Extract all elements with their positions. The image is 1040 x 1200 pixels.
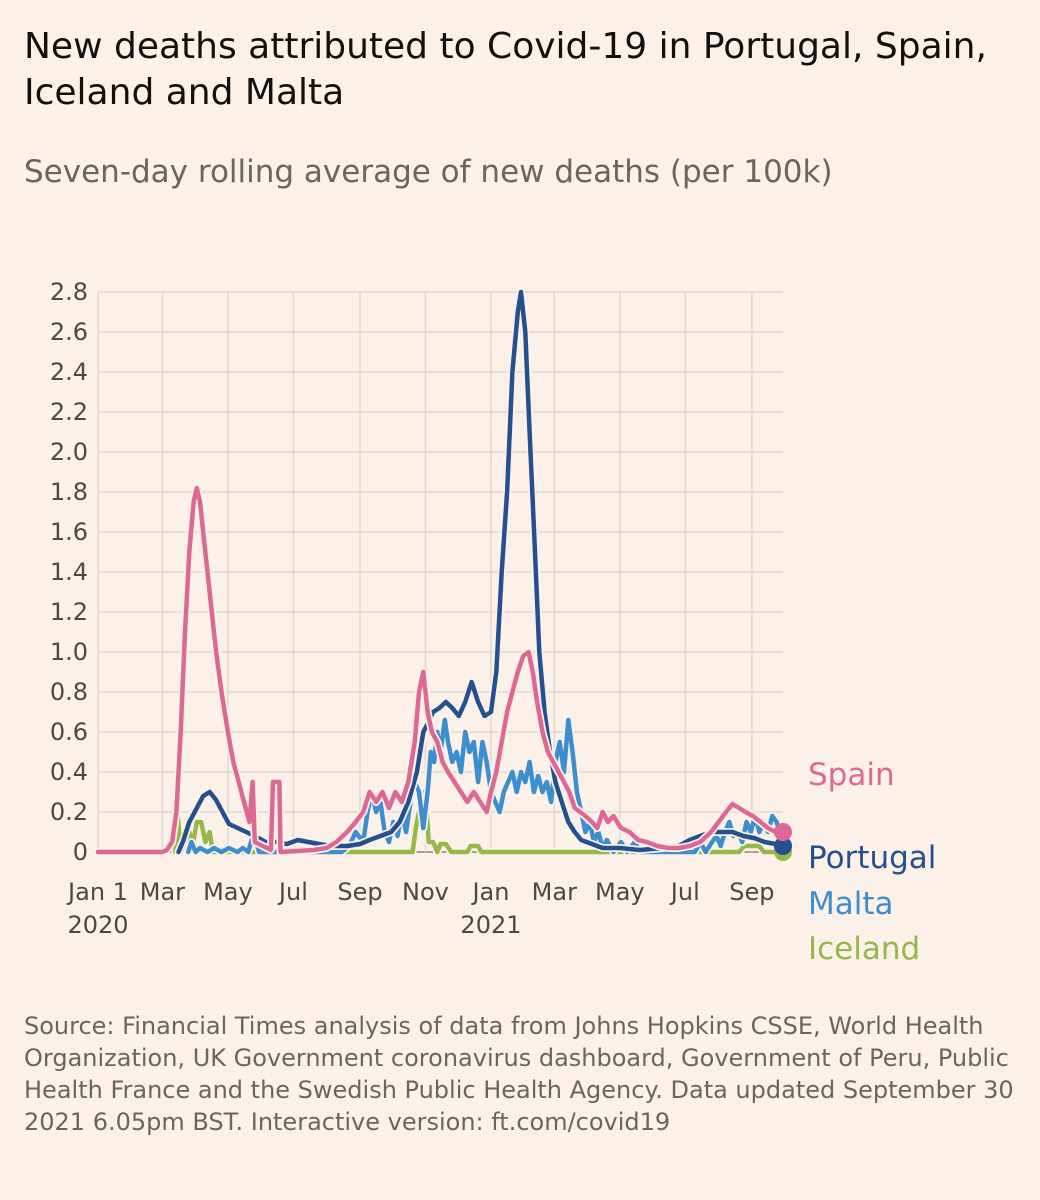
series-line-portugal	[176, 289, 786, 855]
x-axis: Jan 1 2020 Mar May Jul Sep Nov Jan 2021 Mar May Jul…	[66, 878, 774, 939]
y-tick-label: 1.6	[50, 518, 88, 546]
chart-title: New deaths attributed to Covid-19 in Por…	[24, 26, 987, 113]
chart-subtitle: Seven-day rolling average of new deaths …	[24, 154, 833, 190]
source-note: Source: Financial Times analysis of data…	[24, 1012, 1014, 1136]
y-tick-label: 1.8	[50, 478, 88, 506]
y-tick-label: 1.0	[50, 638, 88, 666]
x-tick-label: Sep	[337, 878, 382, 906]
y-tick-label: 0	[73, 838, 88, 866]
series-end-dot-spain	[774, 823, 792, 841]
x-tick-label: Mar	[140, 878, 185, 906]
y-tick-label: 2.6	[50, 318, 88, 346]
x-tick-label: Jul	[277, 878, 308, 906]
line-chart: 0 0.2 0.4 0.6 0.8 1.0 1.2 1.4 1.6 1.8 2.0 2.2 2.4 2.6…	[50, 278, 937, 967]
series-labels: Iceland Malta Portugal Spain	[808, 757, 936, 967]
x-tick-label: Jul	[669, 878, 700, 906]
y-axis: 0 0.2 0.4 0.6 0.8 1.0 1.2 1.4 1.6 1.8 2.0 2.2 2.4 2.6…	[50, 278, 88, 866]
series-label-portugal: Portugal	[808, 840, 936, 876]
y-tick-label: 0.8	[50, 678, 88, 706]
y-tick-label: 0.4	[50, 758, 88, 786]
x-tick-year-label: 2020	[67, 911, 128, 939]
series-lines	[94, 288, 792, 861]
x-tick-label: Nov	[402, 878, 449, 906]
y-tick-label: 2.0	[50, 438, 88, 466]
x-tick-label: May	[203, 878, 253, 906]
x-tick-year-label: 2021	[460, 911, 521, 939]
series-line-spain	[95, 485, 786, 855]
x-tick-label: May	[595, 878, 645, 906]
x-tick-label: Sep	[729, 878, 774, 906]
grid-lines	[97, 291, 783, 853]
y-tick-label: 0.6	[50, 718, 88, 746]
y-tick-label: 2.8	[50, 278, 88, 306]
x-tick-label: Mar	[532, 878, 577, 906]
series-end-dot-portugal	[774, 837, 792, 855]
y-tick-label: 0.2	[50, 798, 88, 826]
x-tick-label: Jan	[470, 878, 509, 906]
y-tick-label: 1.4	[50, 558, 88, 586]
series-label-iceland: Iceland	[808, 931, 920, 967]
y-tick-label: 1.2	[50, 598, 88, 626]
series-label-malta: Malta	[808, 886, 894, 922]
series-label-spain: Spain	[808, 757, 895, 793]
x-tick-label: Jan 1	[66, 878, 128, 906]
y-tick-label: 2.4	[50, 358, 88, 386]
y-tick-label: 2.2	[50, 398, 88, 426]
